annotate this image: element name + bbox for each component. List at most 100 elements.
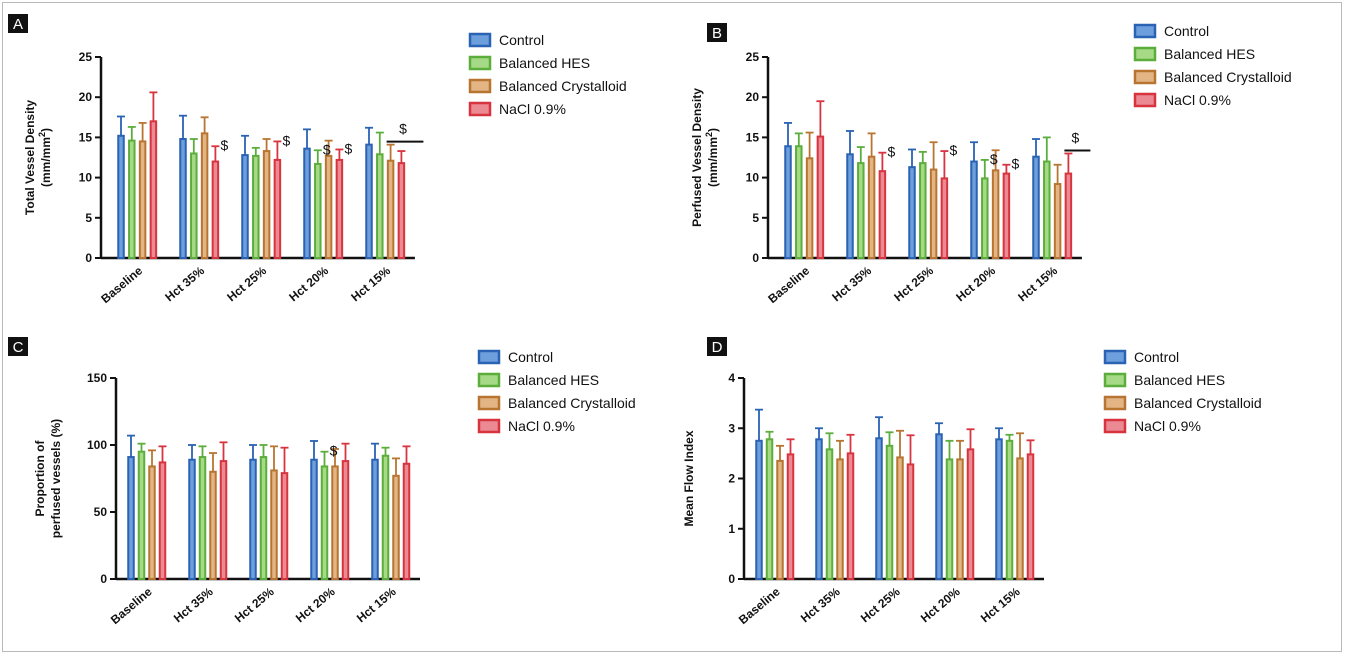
bar-control bbox=[815, 438, 823, 580]
bar-balanced-hes bbox=[1005, 439, 1014, 580]
bar-nacl-0-9- bbox=[211, 160, 220, 260]
bar-nacl-0-9- bbox=[219, 460, 228, 580]
y-tick-label: 0 bbox=[752, 251, 759, 265]
bar-control bbox=[365, 143, 373, 259]
bar-nacl-0-9- bbox=[846, 452, 855, 580]
bar-control bbox=[241, 154, 249, 259]
y-tick-label: 2 bbox=[728, 472, 735, 486]
legend-label: Control bbox=[508, 349, 553, 365]
y-tick-label: 25 bbox=[79, 50, 93, 64]
significance-marker: $ bbox=[1072, 129, 1080, 145]
legend-swatch bbox=[477, 395, 501, 411]
y-tick-label: 0 bbox=[100, 572, 107, 586]
bar-balanced-hes bbox=[857, 162, 865, 260]
legend-swatch bbox=[477, 418, 501, 434]
panel-letter: D bbox=[712, 339, 723, 356]
bar-nacl-0-9- bbox=[786, 453, 795, 581]
legend-swatch bbox=[1103, 372, 1127, 388]
bar-nacl-0-9- bbox=[158, 461, 167, 581]
bar-control bbox=[1032, 155, 1040, 259]
legend-swatch bbox=[1133, 69, 1157, 85]
bar-nacl-0-9- bbox=[280, 472, 289, 581]
bar-balanced-hes bbox=[252, 154, 260, 259]
x-tick-label: Hct 20% bbox=[953, 263, 998, 304]
x-tick-label: Hct 15% bbox=[1015, 263, 1060, 304]
x-tick-label: Hct 25% bbox=[891, 263, 936, 304]
x-tick-label: Baseline bbox=[98, 263, 145, 306]
bar-control bbox=[935, 433, 943, 580]
x-tick-label: Hct 20% bbox=[918, 584, 963, 625]
bar-balanced-crystalloid bbox=[929, 168, 938, 259]
legend-label: Balanced Crystalloid bbox=[1164, 69, 1292, 85]
bar-balanced-crystalloid bbox=[836, 458, 844, 580]
bar-balanced-crystalloid bbox=[386, 159, 395, 259]
x-tick-label: Hct 15% bbox=[348, 263, 393, 304]
y-axis-unit-label: (mm/mm2) bbox=[704, 128, 720, 187]
bar-balanced-hes bbox=[381, 454, 390, 580]
panel-letter: B bbox=[712, 25, 722, 42]
bar-balanced-hes bbox=[314, 162, 322, 260]
bar-nacl-0-9- bbox=[397, 162, 406, 260]
bar-balanced-crystalloid bbox=[324, 154, 333, 259]
legend-label: Balanced HES bbox=[1134, 372, 1225, 388]
legend-swatch bbox=[1133, 92, 1157, 108]
bar-balanced-hes bbox=[128, 139, 136, 259]
bar-balanced-crystalloid bbox=[896, 456, 904, 580]
bar-balanced-crystalloid bbox=[867, 155, 876, 259]
legend-label: Balanced HES bbox=[1164, 46, 1255, 62]
bar-balanced-hes bbox=[376, 153, 384, 259]
legend-label: Control bbox=[499, 32, 544, 48]
bar-nacl-0-9- bbox=[149, 120, 158, 259]
y-tick-label: 15 bbox=[746, 130, 760, 144]
x-tick-label: Hct 35% bbox=[162, 263, 207, 304]
legend-label: NaCl 0.9% bbox=[1164, 92, 1231, 108]
bar-balanced-crystalloid bbox=[956, 458, 964, 580]
bar-control bbox=[310, 458, 318, 580]
bar-control bbox=[117, 134, 125, 260]
bar-nacl-0-9- bbox=[940, 177, 949, 260]
x-tick-label: Baseline bbox=[108, 584, 155, 627]
x-tick-label: Baseline bbox=[765, 263, 812, 306]
bar-balanced-crystalloid bbox=[270, 469, 278, 580]
legend-swatch bbox=[477, 349, 501, 365]
significance-marker: $ bbox=[330, 443, 338, 459]
bar-balanced-hes bbox=[885, 444, 894, 580]
legend-label: NaCl 0.9% bbox=[499, 101, 566, 117]
legend-swatch bbox=[1133, 23, 1157, 39]
y-tick-label: 0 bbox=[85, 251, 92, 265]
panel-letter: A bbox=[13, 16, 23, 33]
panel-b: B 0 5 10 15 20 25 Perfused Vessel Density (mm/mm… bbox=[690, 23, 1292, 306]
bar-control bbox=[755, 439, 763, 580]
y-axis-label: Perfused Vessel Density bbox=[690, 88, 704, 227]
bar-nacl-0-9- bbox=[906, 463, 915, 580]
legend-swatch bbox=[477, 372, 501, 388]
y-tick-label: 25 bbox=[746, 50, 760, 64]
bar-control bbox=[371, 458, 379, 580]
bar-balanced-crystalloid bbox=[991, 169, 1000, 259]
y-tick-label: 150 bbox=[87, 371, 107, 385]
x-tick-label: Baseline bbox=[736, 584, 783, 627]
y-axis-label: Proportion of bbox=[33, 440, 47, 517]
x-tick-label: Hct 15% bbox=[978, 584, 1023, 625]
significance-marker: $ bbox=[283, 132, 291, 148]
y-tick-label: 5 bbox=[85, 211, 92, 225]
y-tick-label: 3 bbox=[728, 421, 735, 435]
significance-marker: $ bbox=[950, 142, 958, 158]
x-tick-label: Hct 25% bbox=[858, 584, 903, 625]
legend-label: Balanced Crystalloid bbox=[1134, 395, 1262, 411]
legend-swatch bbox=[468, 55, 492, 71]
bar-balanced-crystalloid bbox=[209, 470, 217, 580]
bar-nacl-0-9- bbox=[1026, 453, 1035, 581]
y-tick-label: 10 bbox=[746, 171, 760, 185]
legend-label: NaCl 0.9% bbox=[1134, 418, 1201, 434]
legend-swatch bbox=[1103, 349, 1127, 365]
bar-control bbox=[846, 153, 854, 259]
legend-label: Balanced HES bbox=[508, 372, 599, 388]
bar-balanced-hes bbox=[259, 456, 268, 580]
x-tick-label: Hct 25% bbox=[232, 584, 277, 625]
bar-balanced-crystalloid bbox=[331, 465, 339, 580]
significance-marker: $ bbox=[323, 141, 331, 157]
bar-nacl-0-9- bbox=[341, 460, 350, 580]
y-tick-label: 20 bbox=[79, 90, 93, 104]
